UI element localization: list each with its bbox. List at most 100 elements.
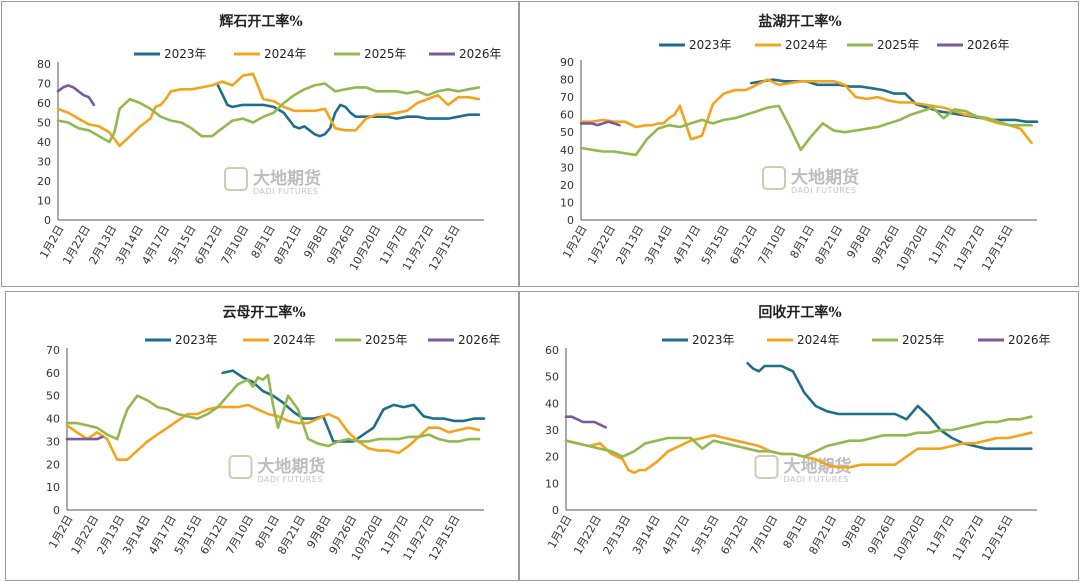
legend-label-2025: 2025年	[877, 38, 920, 52]
x-tick-label: 7月10日	[748, 513, 781, 557]
chart-panel-mica: 云母开工率% 大地期货 DADI FUTURES 0 10 20 30 40 50 60 70 1月…	[5, 291, 519, 581]
y-tick-label: 20	[46, 458, 60, 471]
y-tick-label: 30	[37, 156, 51, 169]
legend-label-2026: 2026年	[967, 38, 1010, 52]
x-tick-label: 8月1日	[781, 513, 810, 551]
series-line-2023	[746, 362, 1033, 450]
chart-title: 回收开工率%	[758, 304, 841, 321]
x-tick-label: 7月10日	[756, 223, 789, 267]
y-tick-label: 60	[545, 344, 559, 357]
legend-label-2026: 2026年	[459, 47, 502, 61]
x-tick-label: 1月2日	[545, 513, 574, 551]
y-tick-label: 20	[545, 451, 559, 464]
x-tick-label: 11月7日	[924, 513, 957, 557]
x-tick-label: 8月21日	[806, 513, 839, 557]
series-line-2026	[56, 84, 96, 107]
y-tick-label: 70	[46, 344, 60, 357]
y-tick-label: 30	[560, 161, 574, 174]
y-tick-label: 60	[46, 367, 60, 380]
y-tick-label: 50	[37, 117, 51, 130]
x-tick-label: 5月15日	[689, 513, 722, 557]
y-tick-label: 40	[37, 136, 51, 149]
y-tick-label: 0	[53, 504, 60, 517]
legend-label-2023: 2023年	[689, 38, 732, 52]
y-tick-label: 40	[560, 144, 574, 157]
y-tick-label: 80	[37, 58, 51, 71]
legend-label-2024: 2024年	[797, 333, 840, 347]
y-tick-label: 70	[560, 91, 574, 104]
legend-label-2026: 2026年	[1008, 333, 1051, 347]
watermark-logo-icon	[754, 455, 779, 479]
series-line-2025	[579, 104, 1033, 157]
y-tick-label: 10	[560, 196, 574, 209]
y-tick-label: 0	[552, 504, 559, 517]
series-line-2026	[579, 120, 621, 127]
x-tick-label: 9月8日	[844, 223, 873, 261]
y-tick-label: 20	[37, 175, 51, 188]
legend-label-2023: 2023年	[692, 333, 735, 347]
x-tick-label: 1月2日	[560, 223, 589, 261]
y-tick-label: 40	[46, 413, 60, 426]
y-tick-label: 50	[545, 371, 559, 384]
y-tick-label: 10	[46, 481, 60, 494]
y-tick-label: 60	[560, 109, 574, 122]
x-tick-label: 8月1日	[788, 223, 817, 261]
series-line-2023	[215, 82, 481, 138]
series-line-2025	[56, 82, 481, 144]
series-line-2026	[65, 435, 104, 441]
legend-label-2023: 2023年	[164, 47, 207, 61]
watermark-text-en: DADI FUTURES	[258, 475, 323, 484]
series-line-2025	[564, 415, 1033, 458]
watermark-text-en: DADI FUTURES	[253, 187, 318, 196]
y-tick-label: 50	[46, 390, 60, 403]
series-line-2024	[56, 72, 481, 148]
legend-label-2023: 2023年	[175, 333, 218, 347]
legend-label-2025: 2025年	[365, 333, 408, 347]
x-tick-label: 3月14日	[630, 513, 663, 557]
y-tick-label: 10	[545, 477, 559, 490]
legend-label-2024: 2024年	[785, 38, 828, 52]
y-tick-label: 0	[567, 214, 574, 227]
x-tick-label: 1月22日	[571, 513, 604, 557]
legend-label-2024: 2024年	[273, 333, 316, 347]
x-tick-label: 4月17日	[659, 513, 692, 557]
watermark-text-cn: 大地期货	[258, 456, 326, 477]
y-tick-label: 10	[37, 195, 51, 208]
y-tick-label: 20	[560, 179, 574, 192]
watermark-logo-icon	[228, 455, 253, 479]
y-tick-label: 90	[560, 56, 574, 69]
watermark-logo-icon	[762, 166, 786, 190]
x-tick-label: 8月21日	[812, 223, 845, 267]
y-tick-label: 50	[560, 126, 574, 139]
chart-title: 云母开工率%	[222, 304, 305, 321]
series-line-2024	[65, 403, 481, 461]
y-tick-label: 0	[44, 214, 51, 227]
chart-title: 盐湖开工率%	[758, 13, 841, 30]
x-tick-label: 9月8日	[839, 513, 868, 551]
x-tick-label: 2月13日	[601, 513, 634, 557]
series-line-2024	[579, 78, 1033, 145]
x-tick-label: 9月26日	[865, 513, 898, 557]
watermark-text-cn: 大地期货	[253, 168, 321, 189]
watermark-logo-icon	[224, 167, 248, 191]
legend-label-2024: 2024年	[264, 47, 307, 61]
chart-panel-recycling: 回收开工率% 大地期货 DADI FUTURES 0 10 20 30 40 50 60 1月2日…	[519, 291, 1079, 581]
x-tick-label: 6月12日	[718, 513, 751, 557]
legend-label-2026: 2026年	[458, 333, 501, 347]
watermark-text-en: DADI FUTURES	[791, 186, 856, 195]
y-tick-label: 30	[545, 424, 559, 437]
legend-label-2025: 2025年	[364, 47, 407, 61]
chart-title: 辉石开工率%	[219, 13, 302, 30]
chart-panel-pyroxene: 辉石开工率% 大地期货 DADI FUTURES 0 10 20 30 40 50 60 70 80…	[1, 1, 519, 287]
y-tick-label: 30	[46, 435, 60, 448]
series-line-2025	[65, 373, 481, 448]
series-line-2026	[564, 415, 607, 429]
